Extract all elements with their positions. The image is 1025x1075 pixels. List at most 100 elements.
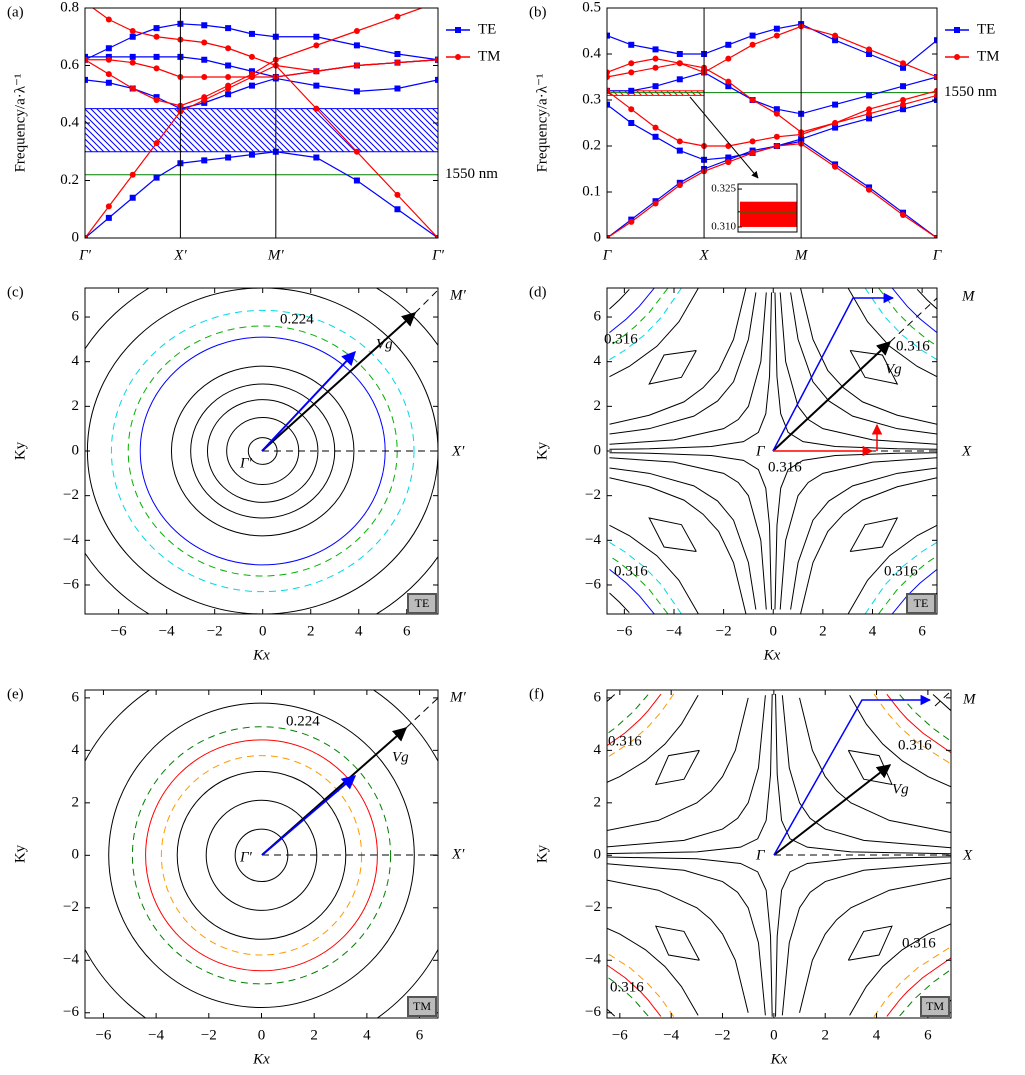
band-point bbox=[105, 16, 112, 23]
wave-vector-arrow bbox=[261, 775, 357, 856]
contour-line bbox=[607, 952, 675, 1017]
band-point bbox=[866, 51, 873, 57]
contour-label: 0.316 bbox=[614, 563, 648, 579]
band-point bbox=[201, 39, 208, 46]
contour-label: 0.224 bbox=[286, 713, 320, 729]
contour-line bbox=[847, 925, 893, 961]
band-point bbox=[773, 32, 780, 39]
band-point bbox=[866, 115, 873, 122]
annotation-texts: Γ′ X′ M′ Vg 0.224 TE Γ X M Vg 0.316 0.31… bbox=[239, 287, 977, 1017]
polarization-label: TM bbox=[413, 999, 431, 1013]
y-tick-label: 4 bbox=[594, 353, 602, 369]
band-point bbox=[129, 85, 136, 92]
group-velocity-arrow bbox=[261, 312, 417, 452]
band-point bbox=[201, 157, 208, 164]
band-point bbox=[749, 97, 756, 103]
band-point bbox=[773, 133, 780, 140]
inset-frame bbox=[737, 183, 798, 233]
x-tick-label: −6 bbox=[95, 1027, 111, 1043]
plot-area bbox=[609, 288, 937, 614]
polarization-badge bbox=[920, 996, 950, 1017]
contour-line bbox=[873, 693, 951, 765]
contour-line bbox=[607, 695, 766, 848]
contour-line bbox=[799, 877, 951, 1013]
band-point bbox=[353, 28, 360, 34]
band-point bbox=[105, 79, 112, 86]
y-tick-label: 2 bbox=[72, 398, 80, 414]
band-point bbox=[225, 82, 232, 89]
x-tick-label: 0 bbox=[769, 623, 777, 639]
contour-line bbox=[607, 863, 766, 1016]
contour-line bbox=[878, 555, 937, 614]
band-point bbox=[900, 97, 907, 103]
band-point bbox=[313, 154, 320, 161]
vector-label: Vg bbox=[376, 336, 393, 352]
band-point bbox=[394, 51, 401, 57]
band-point bbox=[832, 163, 839, 170]
point-label: Γ bbox=[755, 847, 766, 863]
band-point bbox=[225, 25, 232, 32]
band-point bbox=[353, 88, 360, 95]
band-point bbox=[105, 45, 112, 52]
band-point bbox=[832, 120, 839, 126]
y-tick-label: −2 bbox=[585, 487, 601, 503]
band-point bbox=[676, 51, 683, 57]
x-tick-label: 4 bbox=[873, 1027, 881, 1043]
band-point bbox=[749, 32, 756, 39]
band-point bbox=[934, 74, 937, 80]
band-point bbox=[628, 60, 635, 67]
y-tick-label: 6 bbox=[72, 308, 80, 324]
band-point bbox=[900, 106, 907, 113]
contour-line bbox=[609, 568, 655, 614]
contour-line bbox=[790, 467, 937, 610]
band-point bbox=[201, 94, 208, 101]
contour-label: 0.316 bbox=[608, 733, 642, 749]
contour-line bbox=[607, 694, 616, 703]
band-point bbox=[676, 182, 683, 189]
y-tick-label: −6 bbox=[63, 576, 79, 592]
contour-line bbox=[781, 695, 951, 849]
band-point bbox=[652, 200, 659, 207]
y-tick-label: 2 bbox=[594, 794, 602, 810]
x-tick-label: −4 bbox=[159, 623, 175, 639]
contour-line bbox=[873, 946, 951, 1017]
band-point bbox=[82, 0, 88, 5]
band-line bbox=[91, 8, 438, 72]
band-point bbox=[652, 55, 659, 62]
band-point bbox=[85, 235, 88, 238]
y-tick-label: 2 bbox=[72, 794, 80, 810]
x-tick-label: 2 bbox=[821, 1027, 829, 1043]
band-point bbox=[866, 186, 873, 193]
y-tick-label: −6 bbox=[63, 1004, 79, 1020]
band-point bbox=[866, 46, 873, 53]
band-point bbox=[628, 69, 635, 76]
band-point bbox=[225, 91, 232, 98]
vector-label: Vg bbox=[892, 781, 909, 797]
band-point bbox=[607, 74, 610, 80]
y-tick-label: 0 bbox=[72, 847, 80, 863]
band-point bbox=[725, 41, 732, 48]
y-tick-label: 0 bbox=[594, 229, 602, 245]
x-tick-label: X bbox=[698, 247, 709, 263]
band-point bbox=[628, 41, 635, 48]
band-point bbox=[652, 46, 659, 53]
contour-line bbox=[849, 350, 899, 385]
contour-line bbox=[609, 288, 655, 334]
x-tick-label: −4 bbox=[666, 623, 682, 639]
panel-label: (a) bbox=[7, 4, 24, 20]
contour-line bbox=[774, 292, 937, 450]
plot-area bbox=[607, 21, 937, 238]
contour-line bbox=[775, 693, 951, 855]
x-tick-label: 2 bbox=[310, 1027, 318, 1043]
x-tick-label: 2 bbox=[819, 623, 827, 639]
band-point bbox=[934, 37, 937, 44]
contour-line bbox=[609, 477, 747, 614]
band-point bbox=[725, 154, 732, 161]
contour-label: 0.224 bbox=[280, 311, 314, 327]
panel-label: (b) bbox=[529, 4, 547, 20]
band-point bbox=[353, 62, 360, 69]
y-tick-label: 6 bbox=[594, 689, 602, 705]
contour-line bbox=[609, 457, 767, 610]
plot-frame bbox=[84, 287, 439, 615]
x-tick-label: −6 bbox=[612, 1027, 628, 1043]
